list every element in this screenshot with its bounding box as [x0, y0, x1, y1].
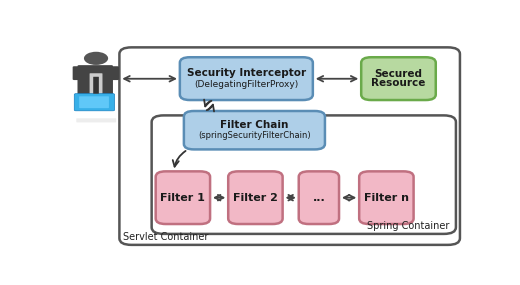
Text: ...: ... [313, 193, 326, 203]
Text: (DelegatingFilterProxy): (DelegatingFilterProxy) [194, 80, 298, 89]
Text: Secured: Secured [374, 69, 422, 79]
Text: Filter n: Filter n [364, 193, 409, 203]
Text: (springSecurityFilterChain): (springSecurityFilterChain) [198, 131, 311, 140]
Circle shape [84, 52, 108, 65]
FancyBboxPatch shape [76, 118, 116, 123]
FancyBboxPatch shape [359, 171, 413, 224]
FancyBboxPatch shape [228, 171, 283, 224]
FancyBboxPatch shape [184, 111, 325, 149]
FancyBboxPatch shape [77, 65, 113, 95]
FancyBboxPatch shape [79, 96, 109, 108]
FancyBboxPatch shape [73, 66, 119, 80]
FancyBboxPatch shape [298, 171, 339, 224]
Text: Resource: Resource [371, 78, 426, 88]
Text: Filter 1: Filter 1 [161, 193, 205, 203]
FancyBboxPatch shape [89, 73, 102, 94]
Text: Security Interceptor: Security Interceptor [187, 68, 306, 78]
FancyBboxPatch shape [155, 171, 210, 224]
Text: Spring Container: Spring Container [368, 221, 450, 231]
Text: Filter 2: Filter 2 [233, 193, 278, 203]
FancyBboxPatch shape [180, 57, 313, 100]
FancyBboxPatch shape [120, 47, 460, 245]
FancyBboxPatch shape [361, 57, 436, 100]
FancyBboxPatch shape [74, 94, 114, 111]
Text: Servlet Container: Servlet Container [123, 232, 209, 242]
Text: Filter Chain: Filter Chain [220, 120, 289, 130]
FancyBboxPatch shape [152, 115, 456, 234]
FancyBboxPatch shape [93, 77, 99, 94]
